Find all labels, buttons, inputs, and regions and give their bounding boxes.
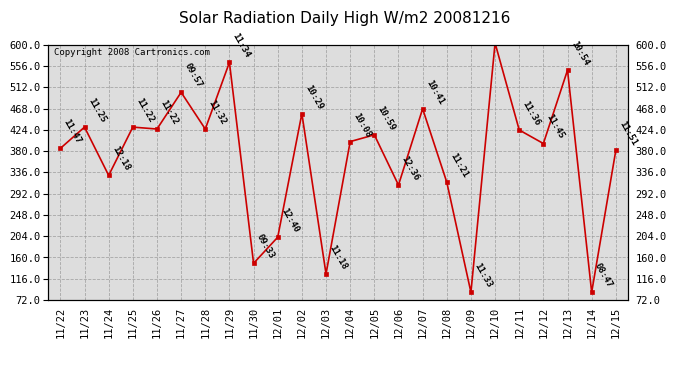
Text: 10:41: 10:41 bbox=[424, 78, 445, 106]
Text: 09:33: 09:33 bbox=[255, 233, 276, 261]
Text: Copyright 2008 Cartronics.com: Copyright 2008 Cartronics.com bbox=[54, 48, 210, 57]
Text: 10:59: 10:59 bbox=[376, 104, 397, 132]
Text: 08:47: 08:47 bbox=[593, 262, 614, 290]
Text: 11:32: 11:32 bbox=[207, 99, 228, 126]
Text: 11:18: 11:18 bbox=[328, 243, 348, 271]
Text: 11:25: 11:25 bbox=[86, 96, 107, 124]
Text: 11:36: 11:36 bbox=[521, 99, 542, 127]
Text: 09:57: 09:57 bbox=[183, 62, 204, 90]
Text: 12:36: 12:36 bbox=[400, 154, 421, 182]
Text: 12:18: 12:18 bbox=[110, 145, 131, 172]
Text: 10:08: 10:08 bbox=[352, 111, 373, 139]
Text: 11:33: 11:33 bbox=[473, 262, 493, 290]
Text: 10:29: 10:29 bbox=[304, 83, 324, 111]
Text: 11:20: 11:20 bbox=[0, 374, 1, 375]
Text: Solar Radiation Daily High W/m2 20081216: Solar Radiation Daily High W/m2 20081216 bbox=[179, 11, 511, 26]
Text: 10:54: 10:54 bbox=[569, 39, 590, 68]
Text: 12:40: 12:40 bbox=[279, 207, 300, 234]
Text: 11:51: 11:51 bbox=[618, 120, 638, 147]
Text: 11:47: 11:47 bbox=[62, 118, 83, 146]
Text: 11:22: 11:22 bbox=[135, 96, 155, 124]
Text: 11:21: 11:21 bbox=[448, 152, 469, 179]
Text: 11:34: 11:34 bbox=[231, 32, 252, 60]
Text: 11:45: 11:45 bbox=[545, 113, 566, 141]
Text: 11:22: 11:22 bbox=[159, 99, 179, 126]
